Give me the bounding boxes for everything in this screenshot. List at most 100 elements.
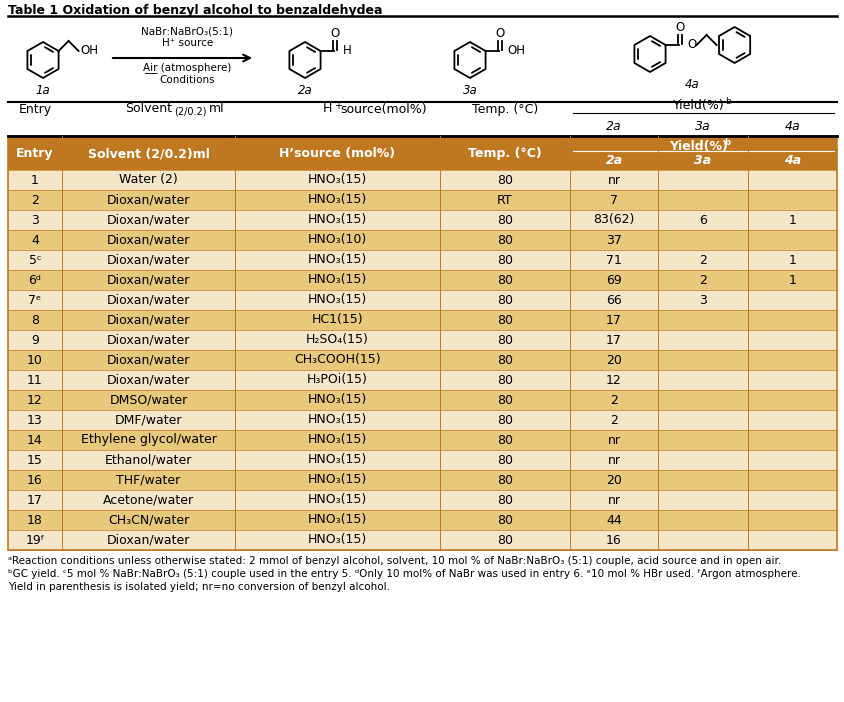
- Text: HNO₃(15): HNO₃(15): [307, 194, 366, 206]
- Bar: [8, 430, 836, 450]
- Text: 13: 13: [27, 413, 43, 427]
- Text: H’source (mol%): H’source (mol%): [279, 147, 395, 160]
- Text: b: b: [723, 138, 729, 147]
- Text: 80: 80: [496, 314, 512, 326]
- Text: NaBr:NaBrO₃(5:1): NaBr:NaBrO₃(5:1): [141, 26, 233, 36]
- Text: 3a: 3a: [695, 119, 710, 133]
- Text: 20: 20: [605, 354, 621, 366]
- Text: 2: 2: [698, 253, 706, 267]
- Text: nr: nr: [607, 453, 619, 467]
- Bar: [8, 290, 836, 310]
- Text: Yield in parenthesis is isolated yield; nr=no conversion of benzyl alcohol.: Yield in parenthesis is isolated yield; …: [8, 582, 390, 592]
- Text: RT: RT: [496, 194, 512, 206]
- Text: HNO₃(15): HNO₃(15): [307, 274, 366, 286]
- Text: Table 1 Oxidation of benzyl alcohol to benzaldehydea: Table 1 Oxidation of benzyl alcohol to b…: [8, 4, 382, 17]
- Text: 20: 20: [605, 474, 621, 486]
- Text: Ethanol/water: Ethanol/water: [105, 453, 192, 467]
- Text: CH₃CN/water: CH₃CN/water: [108, 513, 189, 526]
- Text: 1: 1: [787, 274, 796, 286]
- Text: Dioxan/water: Dioxan/water: [106, 213, 190, 227]
- Text: 6ᵈ: 6ᵈ: [29, 274, 41, 286]
- Text: nr: nr: [607, 173, 619, 187]
- Text: HNO₃(10): HNO₃(10): [307, 234, 366, 246]
- Text: CH₃COOH(15): CH₃COOH(15): [294, 354, 381, 366]
- Text: 80: 80: [496, 513, 512, 526]
- Text: Dioxan/water: Dioxan/water: [106, 314, 190, 326]
- Text: H⁺ source: H⁺ source: [162, 38, 213, 48]
- Text: HNO₃(15): HNO₃(15): [307, 453, 366, 467]
- Text: 4a: 4a: [783, 154, 800, 167]
- Text: 17: 17: [605, 314, 621, 326]
- Text: HC1(15): HC1(15): [311, 314, 363, 326]
- Text: 80: 80: [496, 394, 512, 406]
- Text: HNO₃(15): HNO₃(15): [307, 253, 366, 267]
- Text: Dioxan/water: Dioxan/water: [106, 253, 190, 267]
- Text: ᵃReaction conditions unless otherwise stated: 2 mmol of benzyl alcohol, solvent,: ᵃReaction conditions unless otherwise st…: [8, 556, 781, 566]
- Text: 10: 10: [27, 354, 43, 366]
- Text: O: O: [329, 27, 338, 40]
- Text: Acetone/water: Acetone/water: [103, 494, 194, 507]
- Text: 8: 8: [31, 314, 39, 326]
- Text: Ethylene glycol/water: Ethylene glycol/water: [80, 434, 216, 446]
- Bar: [8, 330, 836, 350]
- Text: ᵇGC yield. ᶜ5 mol % NaBr:NaBrO₃ (5:1) couple used in the entry 5. ᵈOnly 10 mol% : ᵇGC yield. ᶜ5 mol % NaBr:NaBrO₃ (5:1) co…: [8, 569, 800, 579]
- Text: Dioxan/water: Dioxan/water: [106, 373, 190, 387]
- Text: 80: 80: [496, 494, 512, 507]
- Text: H: H: [322, 102, 332, 116]
- Text: Temp. (°C): Temp. (°C): [471, 102, 538, 116]
- Text: 2: 2: [609, 394, 617, 406]
- Bar: [8, 270, 836, 290]
- Bar: [8, 370, 836, 390]
- Text: 3: 3: [31, 213, 39, 227]
- Bar: [8, 210, 836, 230]
- Text: 19ᶠ: 19ᶠ: [25, 534, 45, 546]
- Text: 7: 7: [609, 194, 617, 206]
- Text: Dioxan/water: Dioxan/water: [106, 194, 190, 206]
- Text: 2: 2: [31, 194, 39, 206]
- Text: 2a: 2a: [604, 154, 622, 167]
- Text: Entry: Entry: [19, 102, 51, 116]
- Text: 80: 80: [496, 373, 512, 387]
- Text: HNO₃(15): HNO₃(15): [307, 513, 366, 526]
- Text: nr: nr: [607, 434, 619, 446]
- Text: Dioxan/water: Dioxan/water: [106, 274, 190, 286]
- Text: 4a: 4a: [684, 78, 699, 91]
- Text: 80: 80: [496, 213, 512, 227]
- Text: 80: 80: [496, 173, 512, 187]
- Text: 14: 14: [27, 434, 43, 446]
- Text: 80: 80: [496, 434, 512, 446]
- Text: 16: 16: [27, 474, 43, 486]
- Text: Dioxan/water: Dioxan/water: [106, 293, 190, 307]
- Text: 15: 15: [27, 453, 43, 467]
- Text: DMSO/water: DMSO/water: [109, 394, 187, 406]
- Text: 1: 1: [787, 253, 796, 267]
- Text: 66: 66: [605, 293, 621, 307]
- Text: 2: 2: [609, 413, 617, 427]
- Text: Temp. (°C): Temp. (°C): [468, 147, 541, 160]
- Bar: [8, 170, 836, 190]
- Text: 83(62): 83(62): [592, 213, 634, 227]
- Text: source(mol%): source(mol%): [340, 102, 426, 116]
- Text: 80: 80: [496, 234, 512, 246]
- Bar: [8, 390, 836, 410]
- Text: +: +: [334, 101, 342, 111]
- Text: 1a: 1a: [35, 84, 51, 97]
- Text: 2a: 2a: [605, 119, 621, 133]
- Text: H: H: [342, 44, 351, 58]
- Text: Dioxan/water: Dioxan/water: [106, 534, 190, 546]
- Text: 4a: 4a: [784, 119, 799, 133]
- Bar: [8, 470, 836, 490]
- Text: nr: nr: [607, 494, 619, 507]
- Text: 11: 11: [27, 373, 43, 387]
- Bar: [8, 530, 836, 550]
- Text: 80: 80: [496, 253, 512, 267]
- Text: 44: 44: [605, 513, 621, 526]
- Text: DMF/water: DMF/water: [115, 413, 182, 427]
- Text: Dioxan/water: Dioxan/water: [106, 234, 190, 246]
- Text: HNO₃(15): HNO₃(15): [307, 434, 366, 446]
- Text: 80: 80: [496, 354, 512, 366]
- Bar: [8, 450, 836, 470]
- Text: 17: 17: [27, 494, 43, 507]
- Text: b: b: [725, 98, 731, 107]
- Bar: [8, 350, 836, 370]
